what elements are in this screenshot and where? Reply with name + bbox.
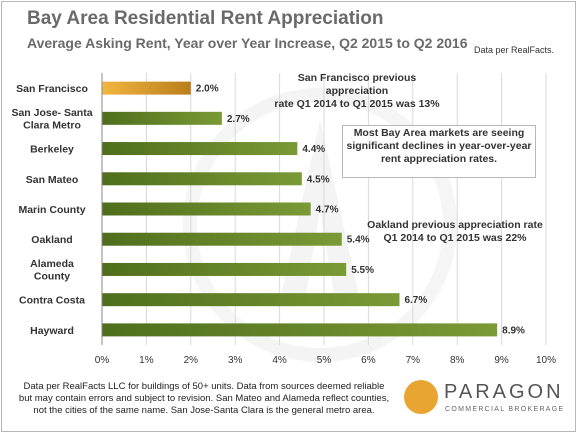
value-label: 4.4%	[302, 144, 325, 155]
summary-line-3: rent appreciation rates.	[380, 153, 498, 165]
bar	[102, 142, 298, 156]
value-label: 2.7%	[227, 114, 250, 125]
sf-annotation-line-1: San Francisco previous appreciation	[297, 72, 417, 97]
logo-tagline: COMMERCIAL BROKERAGE	[445, 406, 565, 413]
x-tick-label: 0%	[95, 355, 110, 366]
chart-title: Bay Area Residential Rent Appreciation	[27, 8, 384, 29]
category-label: San Mateo	[26, 174, 79, 186]
bar	[102, 232, 342, 246]
sf-annotation: San Francisco previous appreciation rate…	[268, 72, 446, 111]
summary-annotation-box: Most Bay Area markets are seeing signifi…	[342, 125, 536, 178]
x-tick-label: 1%	[139, 355, 154, 366]
bar	[102, 81, 191, 95]
category-label: Hayward	[30, 325, 74, 337]
x-tick-label: 6%	[361, 355, 376, 366]
value-label: 2.0%	[196, 84, 219, 95]
value-label: 8.9%	[502, 325, 525, 336]
logo-mark-icon	[404, 380, 438, 414]
x-tick-label: 10%	[536, 355, 556, 366]
watermark	[183, 88, 457, 362]
category-label: San Francisco	[16, 83, 88, 95]
category-label: Contra Costa	[19, 295, 85, 307]
category-label: San Jose- Santa Clara Metro	[11, 107, 92, 131]
value-label: 4.7%	[316, 205, 339, 216]
value-labels: 2.0% 2.7% 4.4% 4.5% 4.7% 5.4% 5.5% 6.7% 8.9%	[196, 84, 525, 337]
category-label: Oakland	[31, 234, 72, 246]
value-label: 5.4%	[347, 235, 370, 246]
bar	[102, 262, 347, 276]
bars	[102, 81, 498, 337]
x-tick-label: 8%	[450, 355, 465, 366]
source-note: Data per RealFacts.	[474, 45, 555, 55]
bar	[102, 323, 498, 337]
oakland-annotation-line-1: Oakland previous appreciation rate	[367, 219, 543, 231]
value-label: 5.5%	[351, 265, 374, 276]
x-tick-label: 4%	[272, 355, 287, 366]
bar	[102, 111, 222, 125]
sf-annotation-line-2: rate Q1 2014 to Q1 2015 was 13%	[274, 98, 440, 110]
summary-line-2: significant declines in year-over-year	[346, 140, 532, 152]
logo-name: PARAGON	[444, 381, 564, 403]
summary-line-1: Most Bay Area markets are seeing	[353, 127, 525, 139]
paragon-logo: PARAGON COMMERCIAL BROKERAGE	[404, 378, 564, 428]
value-label: 6.7%	[404, 295, 427, 306]
category-labels: San Francisco San Jose- Santa Clara Metro B…	[11, 83, 92, 337]
x-tick-label: 3%	[228, 355, 243, 366]
oakland-annotation: Oakland previous appreciation rate Q1 20…	[366, 219, 544, 245]
x-tick-label: 2%	[184, 355, 199, 366]
footer-disclaimer: Data per RealFacts LLC for buildings of …	[18, 381, 390, 416]
bar	[102, 293, 400, 307]
x-tick-label: 5%	[317, 355, 332, 366]
bar	[102, 202, 311, 216]
chart-subtitle: Average Asking Rent, Year over Year Incr…	[27, 35, 468, 51]
category-label: Berkeley	[30, 144, 74, 156]
category-label: Marin County	[18, 204, 85, 216]
x-tick-label: 9%	[494, 355, 509, 366]
x-tick-label: 7%	[406, 355, 421, 366]
bar	[102, 172, 302, 186]
value-label: 4.5%	[307, 174, 330, 185]
x-axis-ticks: 0% 1% 2% 3% 4% 5% 6% 7% 8% 9% 10%	[95, 355, 556, 366]
oakland-annotation-line-2: Q1 2014 to Q1 2015 was 22%	[383, 232, 527, 244]
category-label: Alameda County	[30, 258, 74, 283]
